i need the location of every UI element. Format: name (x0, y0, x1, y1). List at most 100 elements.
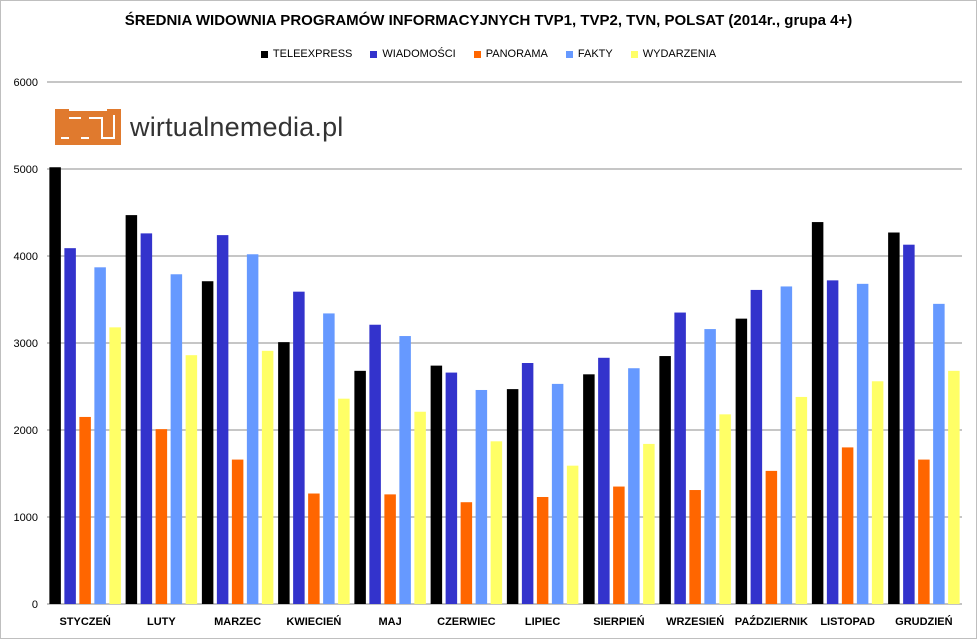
bar (261, 350, 274, 604)
bar (750, 289, 763, 604)
bar (354, 370, 366, 604)
x-tick-label: LUTY (147, 616, 176, 628)
bar (79, 416, 91, 604)
bar (536, 496, 549, 604)
bar (521, 363, 534, 604)
bar (445, 372, 458, 604)
wm-logo-icon (55, 109, 121, 145)
legend: TELEEXPRESS WIADOMOŚCI PANORAMA FAKTY WYDARZ… (0, 48, 977, 60)
bar (216, 235, 229, 604)
bar (369, 324, 381, 604)
y-tick-label: 1000 (14, 512, 38, 524)
bar (460, 502, 473, 604)
legend-swatch (260, 50, 268, 58)
y-tick-label: 0 (32, 599, 38, 611)
bar (64, 248, 76, 605)
bar (598, 357, 610, 604)
legend-swatch (630, 50, 638, 58)
x-tick-label: WRZESIEŃ (666, 615, 724, 628)
bar (918, 459, 930, 604)
bar (566, 465, 579, 604)
legend-item: TELEEXPRESS (260, 48, 353, 60)
bar (170, 274, 183, 604)
bar (903, 244, 915, 604)
bar (49, 167, 61, 604)
legend-swatch (473, 50, 481, 58)
legend-item: FAKTY (565, 48, 613, 60)
watermark-logo: wirtualnemedia.pl (54, 108, 344, 146)
bar (856, 283, 869, 604)
bar (278, 342, 290, 604)
legend-label: WYDARZENIA (642, 48, 717, 60)
bar (628, 368, 640, 604)
x-tick-label: CZERWIEC (437, 616, 496, 628)
bar (811, 222, 824, 604)
bar (384, 494, 396, 604)
x-tick-label: SIERPIEŃ (593, 615, 644, 628)
legend-label: PANORAMA (485, 48, 548, 60)
bar (689, 490, 701, 604)
x-tick-label: MAJ (379, 616, 402, 628)
x-tick-label: MARZEC (214, 616, 261, 628)
logo-text: wirtualnemedia.pl (130, 111, 344, 142)
bar (659, 356, 671, 604)
y-tick-label: 3000 (14, 338, 38, 350)
legend-label: TELEEXPRESS (272, 48, 353, 60)
y-tick-label: 2000 (14, 425, 38, 437)
bar (719, 414, 731, 604)
bar (125, 215, 138, 605)
bar (583, 374, 595, 604)
bar (506, 389, 519, 604)
bar (704, 329, 716, 604)
bar (475, 389, 488, 604)
y-tick-label: 6000 (14, 77, 38, 89)
x-tick-label: KWIECIEŃ (286, 615, 341, 628)
bar (551, 383, 564, 604)
bar (338, 398, 350, 604)
bar (414, 411, 426, 604)
bar (948, 370, 960, 604)
bar (780, 286, 793, 604)
bar (613, 486, 625, 604)
bar (293, 291, 305, 604)
bar (826, 280, 839, 604)
bar (246, 254, 259, 604)
bar (185, 355, 198, 604)
bar (735, 318, 748, 604)
legend-label: FAKTY (577, 48, 613, 60)
y-tick-label: 5000 (14, 164, 38, 176)
bar (308, 493, 320, 604)
bar (888, 232, 900, 604)
y-tick-label: 4000 (14, 251, 38, 263)
bar (430, 365, 443, 604)
bar (109, 327, 121, 604)
bar (399, 336, 411, 604)
legend-item: WYDARZENIA (630, 48, 717, 60)
x-tick-label: GRUDZIEŃ (895, 615, 953, 628)
legend-label: WIADOMOŚCI (382, 48, 456, 60)
bar (94, 267, 106, 604)
bar (871, 381, 884, 604)
bar (231, 459, 244, 604)
legend-swatch (370, 50, 378, 58)
legend-item: WIADOMOŚCI (370, 48, 456, 60)
x-tick-label: PAŹDZIERNIK (735, 615, 808, 628)
bar (140, 233, 153, 604)
legend-item: PANORAMA (473, 48, 548, 60)
bar (841, 447, 854, 604)
bar (643, 443, 655, 604)
x-tick-label: LIPIEC (525, 616, 561, 628)
chart-title: ŚREDNIA WIDOWNIA PROGRAMÓW INFORMACYJNYC… (124, 12, 853, 29)
bar (490, 441, 503, 604)
bar (323, 313, 335, 604)
bar (795, 396, 808, 604)
bar (155, 429, 168, 604)
legend-swatch (565, 50, 573, 58)
bar (201, 281, 214, 604)
bar (765, 470, 778, 604)
bar (674, 312, 686, 604)
bar (933, 303, 945, 604)
x-tick-label: STYCZEŃ (59, 615, 110, 628)
x-tick-label: LISTOPAD (820, 616, 875, 628)
